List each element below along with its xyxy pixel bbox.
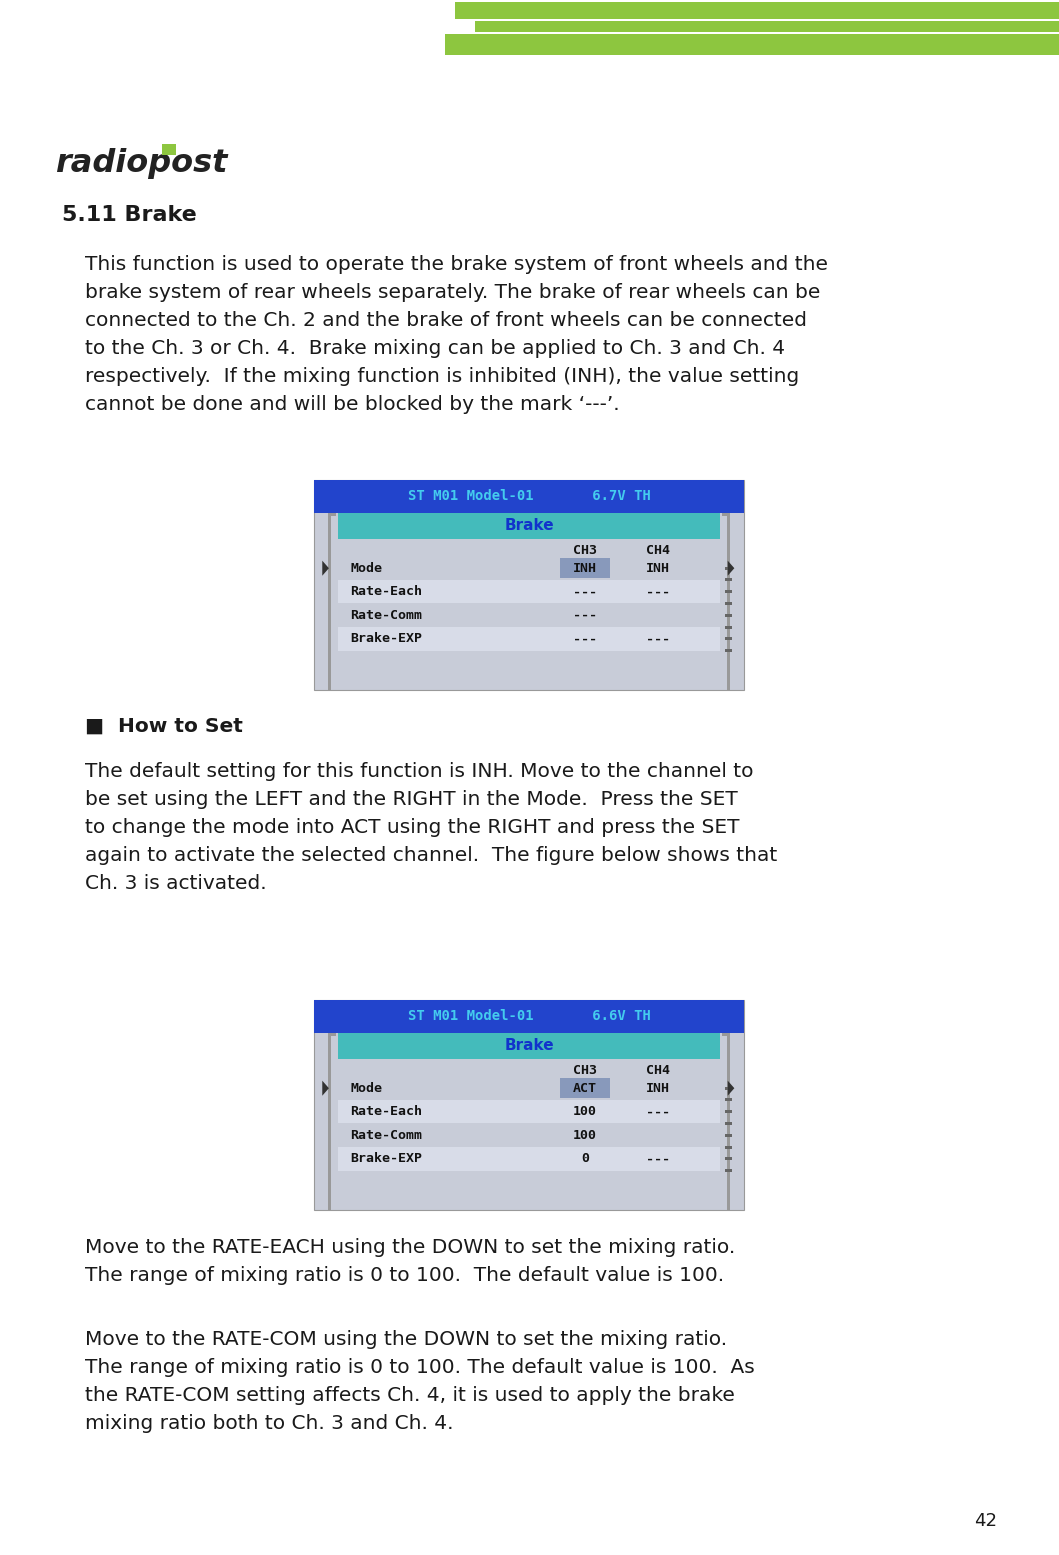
Text: INH: INH — [646, 1082, 670, 1095]
Polygon shape — [322, 561, 329, 575]
Bar — [327, 513, 330, 690]
Text: Rate-Each: Rate-Each — [351, 1106, 423, 1118]
Bar — [338, 513, 720, 538]
Bar — [327, 1033, 336, 1036]
Bar — [560, 1078, 610, 1098]
Bar — [455, 2, 1059, 19]
Text: ACT: ACT — [573, 1082, 597, 1095]
Text: INH: INH — [646, 561, 670, 575]
Text: ST M01 Model-01       6.7V TH: ST M01 Model-01 6.7V TH — [408, 490, 650, 504]
Bar — [725, 614, 733, 617]
Bar — [327, 1033, 330, 1210]
Text: ---: --- — [573, 633, 597, 645]
Bar — [315, 480, 744, 690]
Bar — [722, 513, 731, 516]
Text: ---: --- — [646, 1106, 670, 1118]
Bar — [725, 1123, 733, 1124]
Text: Brake-EXP: Brake-EXP — [351, 1152, 423, 1165]
Bar — [315, 480, 744, 513]
Bar — [725, 1098, 733, 1101]
Text: Mode: Mode — [351, 1082, 382, 1095]
Bar — [725, 1134, 733, 1137]
Bar — [725, 1146, 733, 1149]
Bar — [725, 1087, 733, 1090]
Bar — [725, 1110, 733, 1113]
Text: This function is used to operate the brake system of front wheels and the
brake : This function is used to operate the bra… — [85, 255, 828, 414]
Text: CH4: CH4 — [646, 544, 670, 557]
Bar — [725, 591, 733, 592]
Bar — [338, 1148, 720, 1171]
Text: Brake: Brake — [504, 518, 554, 533]
Bar — [475, 22, 1059, 33]
Bar — [338, 1076, 720, 1099]
Bar — [725, 578, 733, 582]
Text: 100: 100 — [573, 1129, 597, 1141]
Bar — [338, 603, 720, 627]
Text: Rate-Each: Rate-Each — [351, 585, 423, 599]
Bar — [162, 145, 176, 156]
Bar — [315, 1000, 744, 1033]
Text: ---: --- — [646, 1152, 670, 1165]
Bar — [725, 1157, 733, 1160]
Text: CH4: CH4 — [646, 1064, 670, 1078]
Bar — [725, 638, 733, 641]
Bar — [560, 558, 610, 578]
Bar — [728, 1033, 731, 1210]
Text: Move to the RATE-COM using the DOWN to set the mixing ratio.
The range of mixing: Move to the RATE-COM using the DOWN to s… — [85, 1330, 755, 1434]
Bar — [725, 648, 733, 652]
Text: radiopost: radiopost — [55, 148, 228, 179]
Text: Rate-Comm: Rate-Comm — [351, 1129, 423, 1141]
Text: ---: --- — [646, 585, 670, 599]
Text: Rate-Comm: Rate-Comm — [351, 608, 423, 622]
Bar — [338, 1123, 720, 1148]
Text: ■  How to Set: ■ How to Set — [85, 717, 243, 736]
Text: ---: --- — [646, 633, 670, 645]
Polygon shape — [322, 1081, 329, 1096]
Bar — [327, 513, 336, 516]
Bar — [338, 557, 720, 580]
Text: CH3: CH3 — [573, 1064, 597, 1078]
Text: Brake: Brake — [504, 1039, 554, 1053]
Text: Move to the RATE-EACH using the DOWN to set the mixing ratio.
The range of mixin: Move to the RATE-EACH using the DOWN to … — [85, 1238, 735, 1284]
Polygon shape — [728, 561, 734, 575]
Text: Mode: Mode — [351, 561, 382, 575]
Text: INH: INH — [573, 561, 597, 575]
Text: ST M01 Model-01       6.6V TH: ST M01 Model-01 6.6V TH — [408, 1009, 650, 1023]
Bar — [722, 1033, 731, 1036]
Bar — [728, 513, 731, 690]
Bar — [338, 627, 720, 650]
Bar — [725, 1169, 733, 1172]
Text: Brake-EXP: Brake-EXP — [351, 633, 423, 645]
Text: 100: 100 — [573, 1106, 597, 1118]
Text: The default setting for this function is INH. Move to the channel to
be set usin: The default setting for this function is… — [85, 762, 777, 893]
Bar — [725, 602, 733, 605]
Text: 5.11 Brake: 5.11 Brake — [62, 205, 197, 225]
Bar — [725, 566, 733, 569]
Text: ---: --- — [573, 608, 597, 622]
Bar — [338, 1099, 720, 1123]
Text: 0: 0 — [581, 1152, 589, 1165]
Text: CH3: CH3 — [573, 544, 597, 557]
Polygon shape — [728, 1081, 734, 1096]
Bar — [315, 1000, 744, 1210]
Bar — [338, 580, 720, 603]
Bar — [725, 625, 733, 628]
Text: ---: --- — [573, 585, 597, 599]
Bar — [338, 1033, 720, 1059]
Bar — [445, 34, 1059, 54]
Text: 42: 42 — [974, 1511, 997, 1530]
